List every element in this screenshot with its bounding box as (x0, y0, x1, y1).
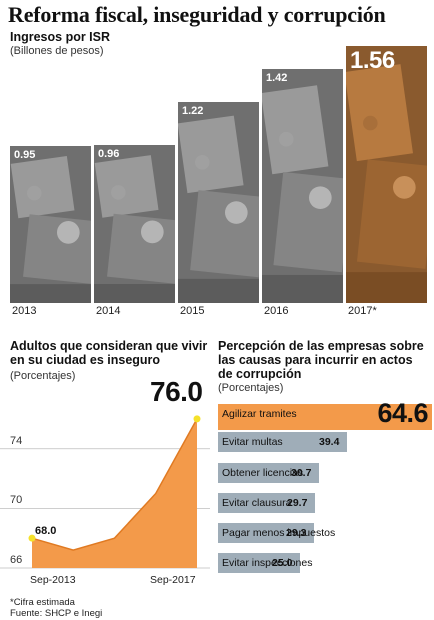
isr-value-label: 0.96 (98, 148, 120, 160)
isr-year-label: 2014 (96, 305, 121, 317)
isr-year-label: 2013 (12, 305, 37, 317)
corruption-bar-row: Evitar multas 39.4 (218, 432, 432, 452)
isr-year-label: 2017* (348, 305, 377, 317)
insecurity-line (31, 418, 198, 551)
y-tick-label: 70 (10, 494, 23, 507)
insecurity-area (32, 418, 197, 568)
corruption-bar (218, 463, 319, 483)
corruption-bar (218, 404, 432, 430)
y-tick-label: 74 (10, 434, 23, 447)
insecurity-area-chart (0, 415, 210, 569)
corruption-bar (218, 523, 314, 543)
source-note: Fuente: SHCP e Inegi (10, 608, 103, 619)
corruption-chart-subtitle: (Porcentajes) (218, 382, 284, 394)
insecurity-point (193, 415, 201, 423)
corruption-bar-row: Agilizar tramites 64.6 (218, 398, 432, 430)
isr-year-label: 2015 (180, 305, 205, 317)
isr-value-label: 1.56 (350, 47, 395, 74)
isr-bar-2013: 0.95 (10, 146, 91, 303)
corruption-value-label: 25.0 (272, 557, 293, 569)
isr-value-label: 1.22 (182, 105, 204, 117)
isr-value-label: 0.95 (14, 149, 36, 161)
corruption-category-label: Obtener licencias (222, 467, 304, 479)
insecurity-end-label: 76.0 (150, 376, 203, 407)
corruption-category-label: Evitar inspecciones (222, 557, 313, 569)
corruption-value-label: 29.7 (287, 497, 308, 509)
corruption-bar-row: Evitar inspecciones 25.0 (218, 553, 432, 573)
corruption-category-label: Pagar menos impuestos (222, 527, 336, 539)
corruption-value-label: 29.3 (286, 527, 307, 539)
insecurity-point (28, 534, 36, 542)
corruption-value-label: 39.4 (319, 436, 340, 448)
infographic-title: Reforma fiscal, inseguridad y corrupción (8, 2, 386, 27)
insecurity-start-label: 68.0 (35, 525, 57, 537)
corruption-category-label: Evitar clausura (222, 497, 292, 509)
x-tick-label: Sep-2013 (30, 574, 76, 586)
footnote: *Cifra estimada (10, 597, 75, 608)
corruption-value-label: 30.7 (291, 467, 312, 479)
x-tick-label: Sep-2017 (150, 574, 196, 586)
corruption-bar-row: Obtener licencias 30.7 (218, 463, 432, 483)
y-tick-label: 66 (10, 554, 23, 566)
isr-bar-2016: 1.42 (262, 69, 343, 303)
isr-year-label: 2016 (264, 305, 289, 317)
isr-bar-2015: 1.22 (178, 102, 259, 303)
insecurity-chart-title: Adultos que consideran que vivir en su c… (10, 339, 208, 367)
corruption-bar-row: Pagar menos impuestos 29.3 (218, 523, 432, 543)
isr-bar-2017*: 1.56 (346, 46, 427, 303)
isr-bar-2014: 0.96 (94, 145, 175, 303)
corruption-category-label: Agilizar tramites (222, 408, 297, 420)
corruption-bar-row: Evitar clausura 29.7 (218, 493, 432, 513)
isr-value-label: 1.42 (266, 72, 288, 84)
corruption-category-label: Evitar multas (222, 436, 283, 448)
corruption-chart-title: Percepción de las empresas sobre las cau… (218, 339, 424, 381)
insecurity-chart-subtitle: (Porcentajes) (10, 370, 76, 382)
corruption-bar (218, 432, 347, 452)
corruption-bar (218, 553, 300, 573)
corruption-value-label: 64.6 (377, 398, 428, 428)
isr-chart-subtitle: (Billones de pesos) (10, 45, 104, 57)
isr-bar-chart: 0.95 2013 0.96 2014 1.22 2015 1.42 2016 1.56 2017… (10, 46, 427, 317)
isr-chart-title: Ingresos por ISR (10, 30, 111, 44)
corruption-bar (218, 493, 315, 513)
